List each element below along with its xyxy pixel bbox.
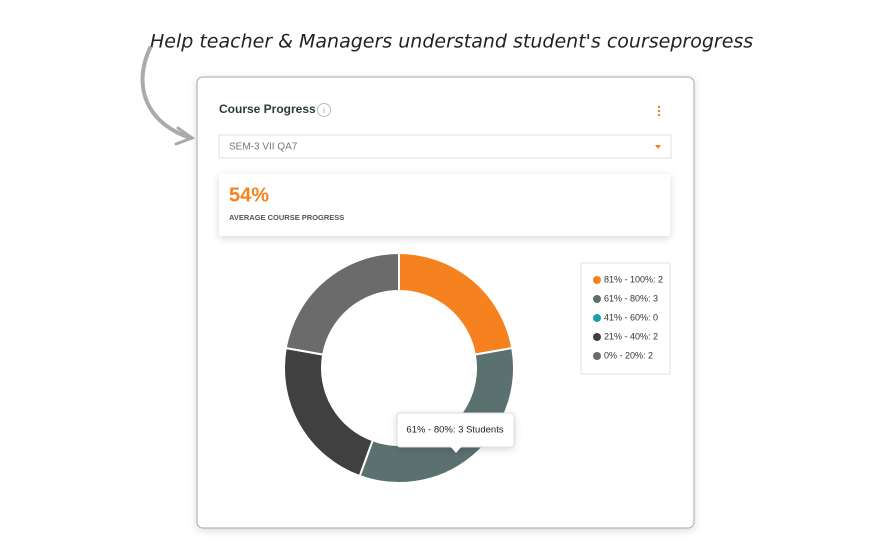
tooltip-text: 61% - 80%: 3 Students <box>406 425 503 436</box>
info-icon-text: i <box>323 106 325 115</box>
annotation: Help teacher & Managers understand stude… <box>150 31 753 53</box>
info-icon[interactable] <box>317 103 331 117</box>
donut-slice <box>284 251 400 356</box>
dropdown-value: SEM-3 VII QA7 <box>229 142 298 153</box>
kpi-label: AVERAGE COURSE PROGRESS <box>229 213 344 222</box>
arrow-head <box>174 126 196 146</box>
legend-label: 21% - 40%: 2 <box>604 331 658 341</box>
legend-label: 0% - 20%: 2 <box>604 350 653 360</box>
legend-swatch <box>593 352 601 360</box>
dropdown-caret <box>655 145 661 149</box>
tooltip <box>396 412 515 453</box>
legend-label: 81% - 100%: 2 <box>604 274 663 284</box>
legend-label: 61% - 80%: 3 <box>604 293 658 303</box>
legend-swatch <box>593 276 601 284</box>
legend-label: 41% - 60%: 0 <box>604 312 658 322</box>
legend-swatch <box>593 333 601 341</box>
tooltip-pointer <box>450 446 462 453</box>
donut <box>283 251 515 484</box>
kpi-card <box>219 174 670 236</box>
legend-swatch <box>593 295 601 303</box>
card-title: Course Progress <box>219 102 316 116</box>
dropdown[interactable] <box>218 134 672 159</box>
menu-button[interactable] <box>657 105 661 117</box>
kpi-value: 54% <box>229 184 269 206</box>
arrow <box>140 46 192 140</box>
legend-swatch <box>593 314 601 322</box>
legend-items: 81% - 100%: 2 61% - 80%: 3 41% - 60%: 0 21%… <box>593 274 663 360</box>
